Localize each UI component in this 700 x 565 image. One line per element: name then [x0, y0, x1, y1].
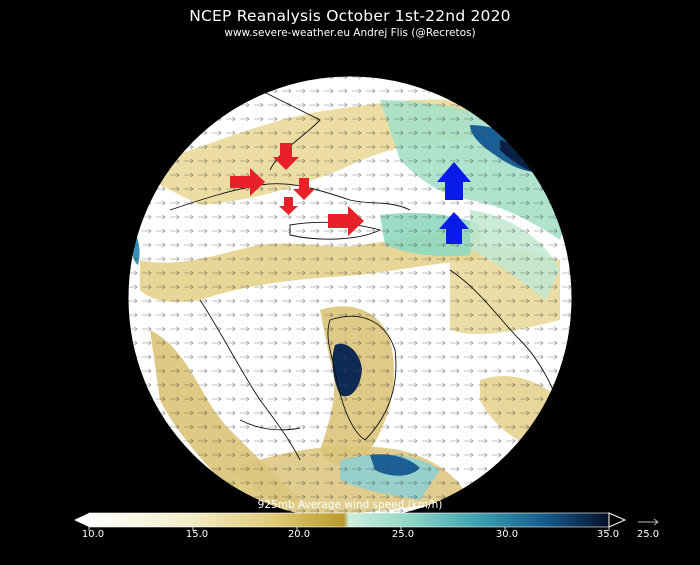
colorbar-max-extension: [608, 512, 627, 528]
colorbar-tick: 20.0: [287, 529, 311, 540]
wind-vector-field: [128, 76, 572, 520]
blue-arrow-up-icon: [439, 212, 469, 244]
reference-vector-label: 25.0: [636, 529, 660, 540]
colorbar-tick: 35.0: [596, 529, 620, 540]
colorbar-label: 925mb Average wind speed (km/h): [257, 499, 443, 511]
red-arrow-right-icon: [328, 206, 364, 236]
colorbar: [74, 512, 627, 531]
coastlines: [169, 89, 561, 461]
map-title: NCEP Reanalysis October 1st-22nd 2020: [189, 7, 511, 25]
red-arrow-down-icon: [279, 197, 298, 215]
globe-disk: [128, 76, 572, 520]
red-arrow-down-icon: [293, 178, 315, 200]
red-arrows: [230, 143, 364, 236]
red-arrow-down-icon: [273, 143, 299, 170]
blue-arrow-up-icon: [437, 162, 471, 200]
colorbar-tick: 10.0: [81, 529, 105, 540]
map-subtitle: www.severe-weather.eu Andrej Flis (@Recr…: [224, 27, 476, 39]
colorbar-scale: [88, 512, 610, 528]
colorbar-min-extension: [74, 513, 89, 527]
blue-arrows: [437, 162, 471, 244]
red-arrow-right-icon: [230, 168, 265, 196]
colorbar-tick: 25.0: [391, 529, 415, 540]
reference-vector: [638, 518, 659, 526]
colorbar-tick: 30.0: [495, 529, 519, 540]
colorbar-tick: 15.0: [185, 529, 209, 540]
